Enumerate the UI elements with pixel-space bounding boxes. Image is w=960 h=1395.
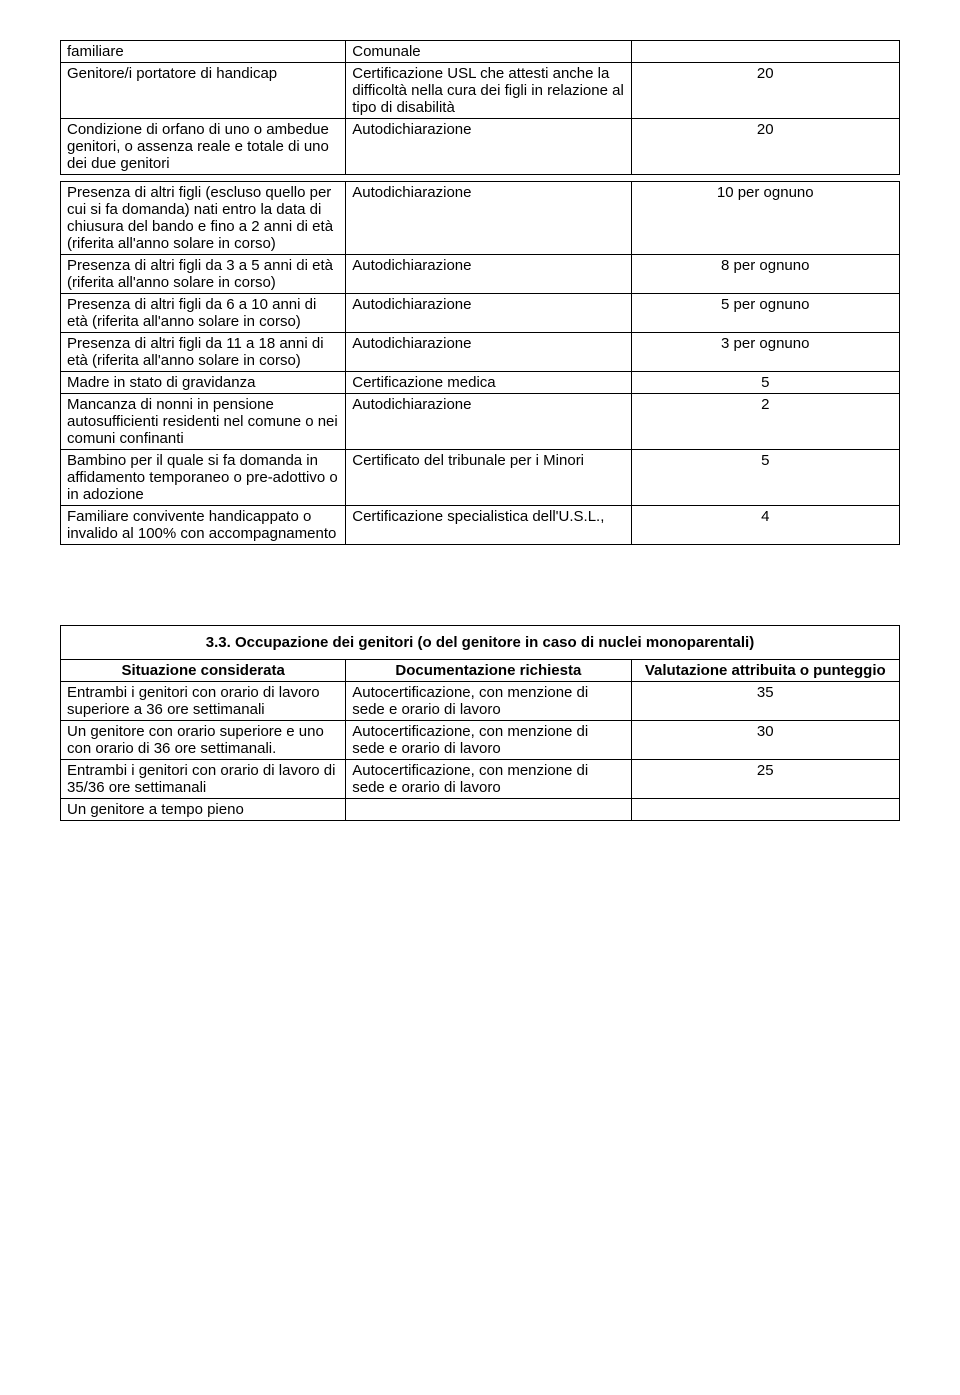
table-row: Mancanza di nonni in pensione autosuffic… bbox=[61, 394, 900, 450]
cell-documentation: Autocertificazione, con menzione di sede… bbox=[346, 721, 631, 760]
cell-documentation: Certificazione medica bbox=[346, 372, 631, 394]
cell-situation: Entrambi i genitori con orario di lavoro… bbox=[61, 682, 346, 721]
cell-documentation: Autocertificazione, con menzione di sede… bbox=[346, 682, 631, 721]
cell-documentation: Autodichiarazione bbox=[346, 119, 631, 175]
table-row: Genitore/i portatore di handicap Certifi… bbox=[61, 63, 900, 119]
table-row: Bambino per il quale si fa domanda in af… bbox=[61, 450, 900, 506]
cell-situation: Madre in stato di gravidanza bbox=[61, 372, 346, 394]
cell-score: 10 per ognuno bbox=[631, 182, 900, 255]
table-row: Madre in stato di gravidanza Certificazi… bbox=[61, 372, 900, 394]
cell-score: 20 bbox=[631, 119, 900, 175]
table-row: Presenza di altri figli da 3 a 5 anni di… bbox=[61, 255, 900, 294]
cell-situation: Presenza di altri figli da 3 a 5 anni di… bbox=[61, 255, 346, 294]
cell-documentation: Certificazione USL che attesti anche la … bbox=[346, 63, 631, 119]
cell-situation: Presenza di altri figli da 11 a 18 anni … bbox=[61, 333, 346, 372]
table-row: Un genitore con orario superiore e uno c… bbox=[61, 721, 900, 760]
section-title-row: 3.3. Occupazione dei genitori (o del gen… bbox=[61, 626, 900, 660]
cell-situation: Entrambi i genitori con orario di lavoro… bbox=[61, 760, 346, 799]
cell-score: 3 per ognuno bbox=[631, 333, 900, 372]
table-row: Entrambi i genitori con orario di lavoro… bbox=[61, 760, 900, 799]
header-row: Situazione considerata Documentazione ri… bbox=[61, 660, 900, 682]
cell-situation: Presenza di altri figli da 6 a 10 anni d… bbox=[61, 294, 346, 333]
cell-documentation: Autodichiarazione bbox=[346, 294, 631, 333]
cell-situation: Genitore/i portatore di handicap bbox=[61, 63, 346, 119]
header-documentation: Documentazione richiesta bbox=[346, 660, 631, 682]
cell-score: 4 bbox=[631, 506, 900, 545]
table-row: Presenza di altri figli da 6 a 10 anni d… bbox=[61, 294, 900, 333]
cell-documentation: Autocertificazione, con menzione di sede… bbox=[346, 760, 631, 799]
section-title: 3.3. Occupazione dei genitori (o del gen… bbox=[61, 626, 900, 660]
cell-documentation: Autodichiarazione bbox=[346, 394, 631, 450]
table-row: familiare Comunale bbox=[61, 41, 900, 63]
cell-situation: Bambino per il quale si fa domanda in af… bbox=[61, 450, 346, 506]
table-row: Condizione di orfano di uno o ambedue ge… bbox=[61, 119, 900, 175]
cell-situation: Familiare convivente handicappato o inva… bbox=[61, 506, 346, 545]
cell-documentation bbox=[346, 799, 631, 821]
cell-score: 2 bbox=[631, 394, 900, 450]
cell-situation: Condizione di orfano di uno o ambedue ge… bbox=[61, 119, 346, 175]
cell-score: 5 bbox=[631, 450, 900, 506]
cell-score: 35 bbox=[631, 682, 900, 721]
cell-documentation: Certificazione specialistica dell'U.S.L.… bbox=[346, 506, 631, 545]
table-row: Familiare convivente handicappato o inva… bbox=[61, 506, 900, 545]
table-row: Entrambi i genitori con orario di lavoro… bbox=[61, 682, 900, 721]
table-row: Presenza di altri figli da 11 a 18 anni … bbox=[61, 333, 900, 372]
cell-score: 5 bbox=[631, 372, 900, 394]
cell-documentation: Autodichiarazione bbox=[346, 333, 631, 372]
table-row: Presenza di altri figli (escluso quello … bbox=[61, 182, 900, 255]
cell-score: 5 per ognuno bbox=[631, 294, 900, 333]
criteria-table-2: Presenza di altri figli (escluso quello … bbox=[60, 181, 900, 545]
cell-documentation: Comunale bbox=[346, 41, 631, 63]
cell-score: 8 per ognuno bbox=[631, 255, 900, 294]
cell-score bbox=[631, 41, 900, 63]
cell-documentation: Autodichiarazione bbox=[346, 255, 631, 294]
cell-situation: Presenza di altri figli (escluso quello … bbox=[61, 182, 346, 255]
cell-situation: familiare bbox=[61, 41, 346, 63]
cell-situation: Un genitore con orario superiore e uno c… bbox=[61, 721, 346, 760]
criteria-table-3: 3.3. Occupazione dei genitori (o del gen… bbox=[60, 625, 900, 821]
cell-score: 25 bbox=[631, 760, 900, 799]
header-score: Valutazione attribuita o punteggio bbox=[631, 660, 900, 682]
cell-documentation: Certificato del tribunale per i Minori bbox=[346, 450, 631, 506]
table-row: Un genitore a tempo pieno bbox=[61, 799, 900, 821]
cell-score: 20 bbox=[631, 63, 900, 119]
cell-score bbox=[631, 799, 900, 821]
criteria-table-1: familiare Comunale Genitore/i portatore … bbox=[60, 40, 900, 175]
cell-documentation: Autodichiarazione bbox=[346, 182, 631, 255]
header-situation: Situazione considerata bbox=[61, 660, 346, 682]
cell-score: 30 bbox=[631, 721, 900, 760]
cell-situation: Un genitore a tempo pieno bbox=[61, 799, 346, 821]
cell-situation: Mancanza di nonni in pensione autosuffic… bbox=[61, 394, 346, 450]
